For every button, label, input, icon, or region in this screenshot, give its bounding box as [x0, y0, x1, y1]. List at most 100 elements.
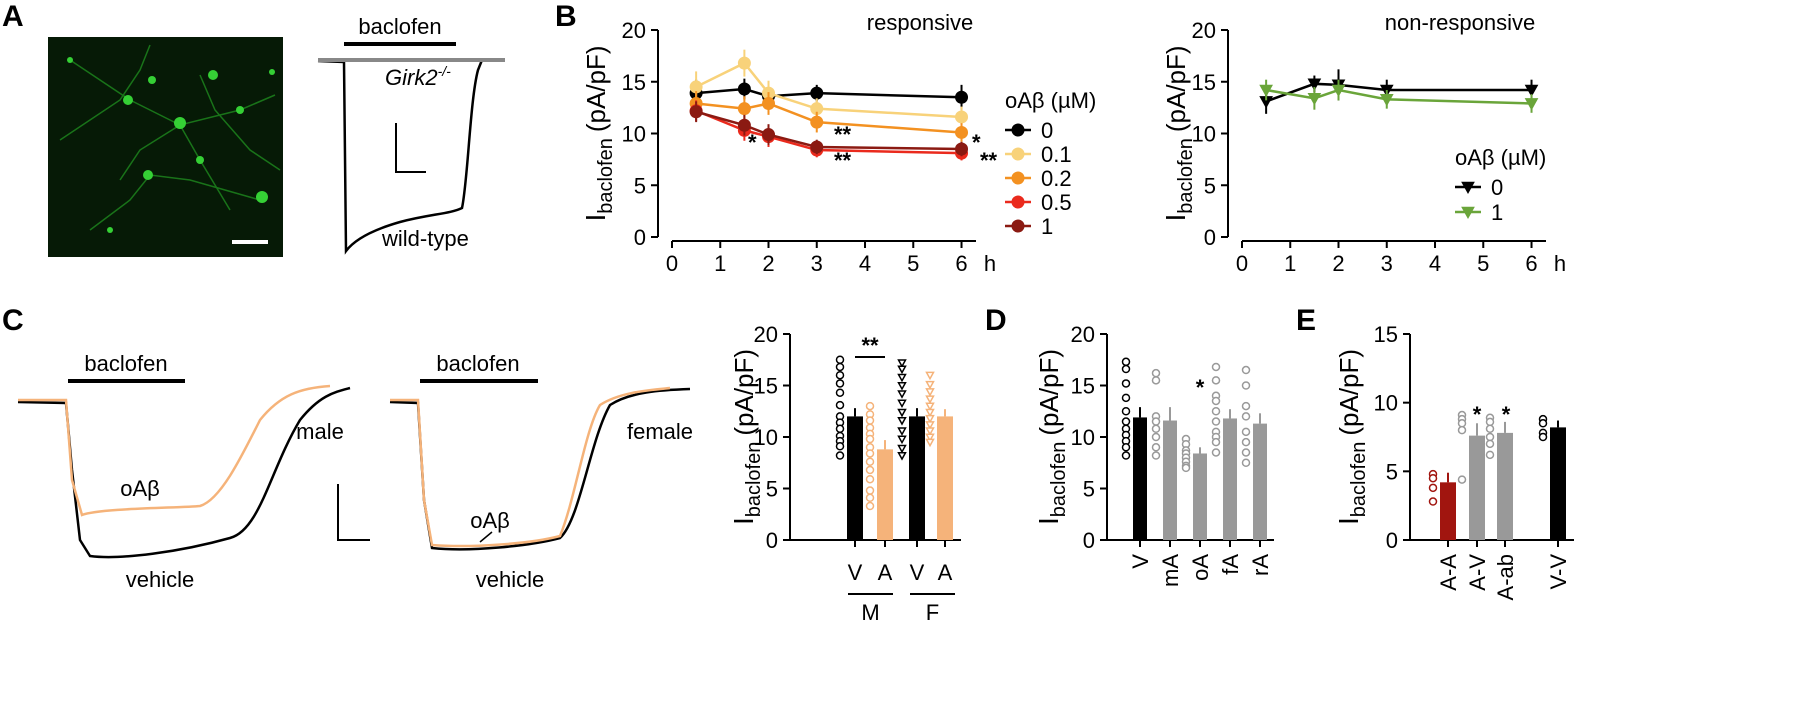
marker [810, 115, 824, 129]
marker [1011, 123, 1025, 137]
bar [1440, 482, 1456, 540]
marker [1121, 357, 1131, 367]
marker [865, 416, 875, 425]
chart-title: responsive [867, 10, 973, 35]
marker [810, 140, 824, 154]
y-tick-label: 5 [1204, 173, 1216, 198]
x-tick-label: 2 [1332, 251, 1344, 276]
marker [737, 118, 751, 132]
marker [1524, 84, 1539, 98]
y-tick-label: 15 [622, 70, 646, 95]
marker [1211, 396, 1221, 406]
marker [1211, 437, 1221, 447]
y-label-symbol: I [1333, 517, 1364, 525]
x-tick-label: 6 [955, 251, 967, 276]
series-line [696, 87, 962, 99]
x-tick-label: A [938, 560, 953, 585]
marker [1461, 181, 1475, 195]
marker [1241, 365, 1251, 375]
legend-label: 0 [1041, 118, 1053, 143]
marker [925, 380, 935, 390]
x-tick-label: V [848, 560, 863, 585]
x-tick-label: 5 [1477, 251, 1489, 276]
stimulus-label: baclofen [84, 351, 167, 376]
marker [925, 427, 935, 436]
marker [897, 427, 907, 436]
marker [865, 401, 875, 411]
marker [925, 402, 935, 412]
x-tick-label: fA [1218, 554, 1243, 575]
legend-label: 0 [1491, 175, 1503, 200]
significance-mark: * [972, 130, 981, 155]
x-tick-label: V-V [1546, 554, 1571, 590]
micrograph [48, 37, 283, 257]
marker [835, 370, 845, 380]
marker [897, 416, 907, 426]
knockout-superscript: -/- [438, 63, 452, 79]
marker [1121, 417, 1131, 426]
y-tick-label: 5 [1083, 477, 1095, 502]
bar [1163, 420, 1177, 540]
marker [1151, 443, 1161, 452]
y-tick-label: 0 [634, 225, 646, 250]
bar [1133, 417, 1147, 540]
marker [835, 379, 845, 388]
y-tick-label: 10 [1192, 122, 1216, 147]
marker [1461, 206, 1475, 220]
stimulus-label: baclofen [436, 351, 519, 376]
x-tick-label: mA [1158, 554, 1183, 587]
marker [762, 128, 776, 142]
y-tick-label: 20 [754, 322, 778, 347]
bar [1469, 435, 1485, 540]
marker [1457, 475, 1467, 484]
x-tick-label: A [878, 560, 893, 585]
marker [737, 56, 751, 70]
bar [877, 449, 893, 540]
marker [925, 395, 935, 404]
marker [1121, 364, 1131, 374]
marker [1457, 419, 1467, 428]
y-tick-label: 10 [622, 122, 646, 147]
series-line [1265, 88, 1532, 105]
marker [1011, 147, 1025, 161]
marker [1121, 451, 1131, 460]
y-tick-label: 5 [1386, 459, 1398, 484]
significance-mark: * [1502, 402, 1511, 427]
y-tick-label: 5 [766, 477, 778, 502]
marker [925, 371, 935, 381]
legend-label: 0.5 [1041, 190, 1072, 215]
panel-label: E [1296, 304, 1316, 337]
legend-label: 0.1 [1041, 142, 1072, 167]
significance-mark: * [1196, 375, 1205, 400]
x-tick-label: 0 [1236, 251, 1248, 276]
y-tick-label: 10 [1374, 391, 1398, 416]
marker [925, 433, 935, 443]
trace-panel-c-male: baclofen oAβ vehicle male [17, 351, 370, 592]
control-label: vehicle [126, 567, 194, 592]
x-tick-label: 4 [859, 251, 871, 276]
marker [762, 96, 776, 110]
x-tick-label: 3 [811, 251, 823, 276]
marker [1241, 412, 1251, 421]
y-label-unit: (pA/pF) [1161, 45, 1191, 132]
marker [865, 457, 875, 466]
y-label-subscript: baclofen [1048, 442, 1070, 518]
y-label-symbol: I [580, 214, 611, 222]
y-label-symbol: I [1160, 214, 1191, 222]
y-tick-label: 5 [634, 173, 646, 198]
significance-mark: ** [861, 333, 879, 358]
x-tick-label: 5 [907, 251, 919, 276]
y-axis-label: Ibaclofen (pA/pF) [1160, 45, 1197, 221]
group-label: M [861, 600, 879, 625]
y-label-symbol: I [1033, 517, 1064, 525]
y-label-unit: (pA/pF) [729, 349, 759, 436]
sex-label: female [627, 419, 693, 444]
control-label: vehicle [476, 567, 544, 592]
marker [835, 355, 845, 364]
marker [1524, 98, 1539, 111]
panel-label: B [555, 0, 577, 33]
y-label-unit: (pA/pF) [1334, 349, 1364, 436]
y-tick-label: 15 [1374, 322, 1398, 347]
marker [1121, 443, 1131, 452]
